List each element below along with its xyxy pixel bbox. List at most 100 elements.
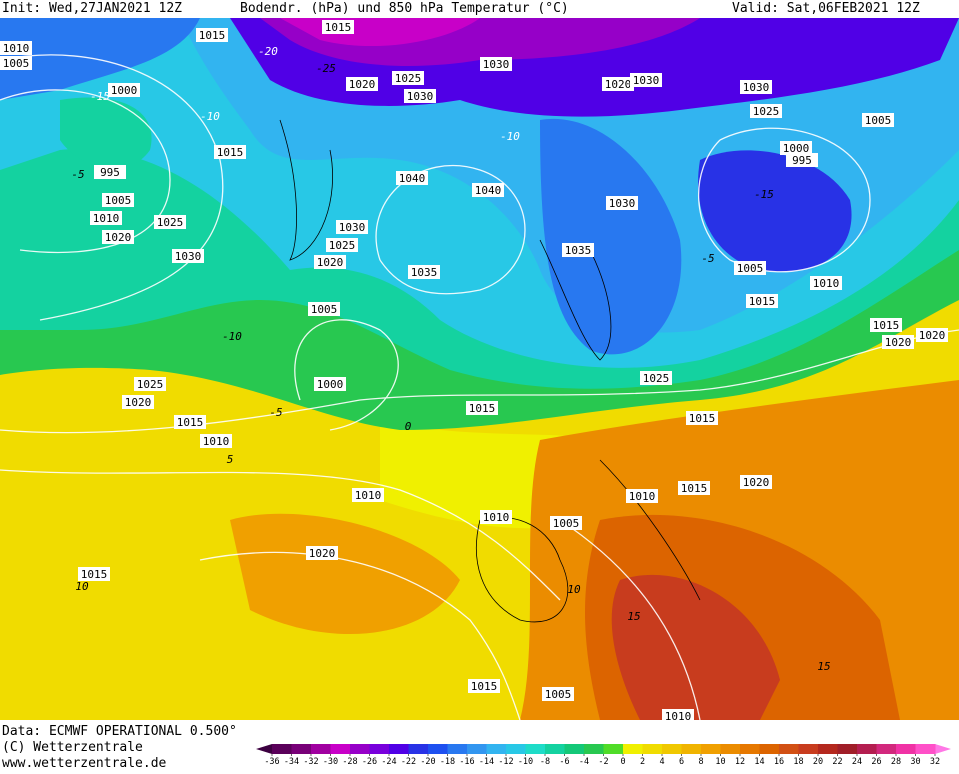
isobar-label-bg bbox=[196, 28, 228, 42]
colorbar-tick-label: 10 bbox=[715, 757, 725, 767]
isobar-label: 1020 bbox=[605, 78, 632, 91]
isobar-label: 1015 bbox=[199, 29, 226, 42]
isobar-label: 1005 bbox=[105, 194, 132, 207]
isobar-label: 1015 bbox=[325, 21, 352, 34]
colorbar-tick-label: 18 bbox=[793, 757, 803, 767]
colorbar-segment bbox=[330, 744, 351, 754]
isobar-label: 1020 bbox=[125, 396, 152, 409]
isobar-label: 1010 bbox=[355, 489, 382, 502]
isobar-label: 1000 bbox=[783, 142, 810, 155]
init-time: Init: Wed,27JAN2021 12Z bbox=[2, 1, 182, 16]
isobar-label-bg bbox=[780, 141, 812, 155]
colorbar-tick-label: -18 bbox=[440, 757, 455, 767]
isobar-label: 1015 bbox=[469, 402, 496, 415]
isobar-label: 1010 bbox=[665, 710, 692, 723]
isobar-label-bg bbox=[314, 255, 346, 269]
isobar-label: 1030 bbox=[175, 250, 202, 263]
isobar-label-bg bbox=[90, 211, 122, 225]
colorbar-tick-label: 24 bbox=[852, 757, 862, 767]
isobar-label: 1005 bbox=[545, 688, 572, 701]
colorbar-tick-label: -20 bbox=[420, 757, 435, 767]
colorbar-tick-label: 22 bbox=[832, 757, 842, 767]
colorbar-segment bbox=[389, 744, 409, 754]
isobar-label: 1005 bbox=[311, 303, 338, 316]
isobar-label-bg bbox=[326, 238, 358, 252]
isobar-label: 1025 bbox=[643, 372, 670, 385]
isobar-label-bg bbox=[78, 567, 110, 581]
isobar-label-bg bbox=[102, 193, 134, 207]
isobar-label-bg bbox=[862, 113, 894, 127]
isobar-label: 1020 bbox=[885, 336, 912, 349]
temperature-label: 10 bbox=[75, 580, 89, 593]
isobar-label: 1020 bbox=[349, 78, 376, 91]
isobar-label: 1005 bbox=[865, 114, 892, 127]
isobar-label-bg bbox=[308, 302, 340, 316]
colorbar-tick-label: 32 bbox=[930, 757, 940, 767]
isobar-label-bg bbox=[214, 145, 246, 159]
isobar-label-bg bbox=[662, 709, 694, 723]
isobar-label-bg bbox=[396, 171, 428, 185]
temperature-label: 0 bbox=[405, 420, 412, 433]
isobar-label: 1005 bbox=[737, 262, 764, 275]
isobar-label-bg bbox=[480, 510, 512, 524]
temperature-label: -20 bbox=[258, 45, 278, 58]
colorbar-tick-label: -28 bbox=[342, 757, 357, 767]
isobar-label-bg bbox=[174, 415, 206, 429]
isobar-label-bg bbox=[916, 328, 948, 342]
copyright: (C) Wetterzentrale bbox=[2, 740, 143, 755]
colorbar-segment bbox=[603, 744, 624, 754]
isobar-label: 995 bbox=[792, 154, 812, 167]
isobar-label: 1030 bbox=[633, 74, 660, 87]
isobar-label-bg bbox=[404, 89, 436, 103]
isobar-label-bg bbox=[746, 294, 778, 308]
colorbar-tick-label: -2 bbox=[598, 757, 608, 767]
isobar-label-bg bbox=[786, 153, 818, 167]
colorbar-segment bbox=[740, 744, 760, 754]
colorbar-tick-label: 6 bbox=[679, 757, 684, 767]
isobar-label-bg bbox=[122, 395, 154, 409]
isobar-label-bg bbox=[480, 57, 512, 71]
isobar-label: 1015 bbox=[689, 412, 716, 425]
isobar-label: 1015 bbox=[81, 568, 108, 581]
colorbar-segment bbox=[720, 744, 741, 754]
colorbar-tick-label: 4 bbox=[659, 757, 664, 767]
colorbar-tick-label: -34 bbox=[284, 757, 299, 767]
colorbar-segment bbox=[369, 744, 390, 754]
colorbar-segment bbox=[564, 744, 585, 754]
colorbar-segment bbox=[642, 744, 663, 754]
colorbar-segment bbox=[837, 744, 858, 754]
colorbar-segment bbox=[350, 744, 370, 754]
colorbar-tick-label: -32 bbox=[303, 757, 318, 767]
isobar-label-bg bbox=[734, 261, 766, 275]
isobar-label: 1020 bbox=[309, 547, 336, 560]
isobar-label-bg bbox=[336, 220, 368, 234]
colorbar-segment bbox=[701, 744, 721, 754]
isobar-label-bg bbox=[102, 230, 134, 244]
colorbar-segment bbox=[662, 744, 682, 754]
colorbar-segment bbox=[291, 744, 312, 754]
colorbar-segment bbox=[506, 744, 526, 754]
isobar-label: 1020 bbox=[743, 476, 770, 489]
colorbar-segment bbox=[408, 744, 429, 754]
colorbar-segment bbox=[584, 744, 604, 754]
isobar-label-bg bbox=[678, 481, 710, 495]
isobar-label-bg bbox=[472, 183, 504, 197]
colorbar-segment bbox=[525, 744, 546, 754]
isobar-label: 1030 bbox=[339, 221, 366, 234]
isobar-label: 1005 bbox=[553, 517, 580, 530]
isobar-label-bg bbox=[810, 276, 842, 290]
isobar-label: 1015 bbox=[873, 319, 900, 332]
isobar-label-bg bbox=[870, 318, 902, 332]
isobar-label-bg bbox=[740, 475, 772, 489]
colorbar-tick-label: 30 bbox=[910, 757, 920, 767]
colorbar-tick-label: -24 bbox=[381, 757, 396, 767]
colorbar-segment bbox=[545, 744, 565, 754]
isobar-label-bg bbox=[322, 20, 354, 34]
isobar-label: 1030 bbox=[743, 81, 770, 94]
isobar-label: 1015 bbox=[681, 482, 708, 495]
colorbar-tick-label: -22 bbox=[401, 757, 416, 767]
isobar-label: 1015 bbox=[177, 416, 204, 429]
isobar-label: 1010 bbox=[629, 490, 656, 503]
